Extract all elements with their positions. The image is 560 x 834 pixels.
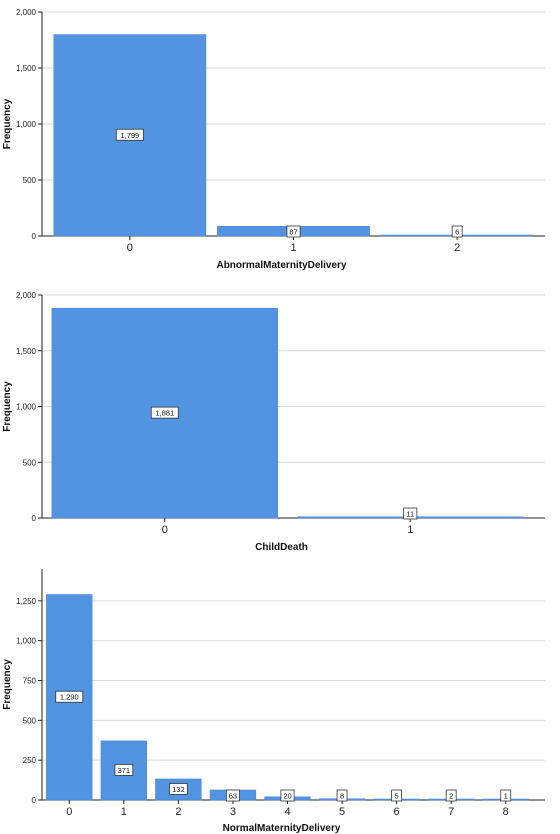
x-tick-label: 8: [503, 806, 509, 818]
y-axis-label: Frequency: [2, 659, 13, 710]
data-label: 2: [449, 792, 453, 801]
x-axis-label: AbnormalMaternityDelivery: [216, 260, 346, 271]
y-tick-label: 500: [23, 458, 37, 467]
x-tick-label: 4: [284, 806, 290, 818]
data-label-box: [280, 789, 295, 802]
x-tick-label: 0: [127, 242, 133, 254]
data-label: 11: [406, 510, 414, 519]
data-label-box: [115, 128, 144, 141]
data-label: 1,881: [155, 409, 174, 418]
x-tick-label: 7: [448, 806, 454, 818]
y-tick-label: 1,000: [16, 637, 37, 646]
x-tick-label: 1: [290, 242, 296, 254]
abnormal-maternity-delivery-chart: 0 500 1,000 1,500 2,000 Frequency 0 1,799 1 87 2 6 A…: [2, 8, 545, 271]
y-tick-label: 250: [23, 756, 37, 765]
data-label-box: [169, 783, 188, 795]
y-tick-label: 0: [32, 796, 37, 805]
data-label: 132: [172, 785, 185, 794]
y-tick-label: 500: [23, 176, 37, 185]
data-label-box: [286, 225, 301, 238]
data-label: 63: [229, 792, 237, 801]
data-label-box: [150, 406, 179, 419]
data-label: 8: [340, 792, 344, 801]
child-death-chart: 05001,0001,5002,000Frequency01,881111Chi…: [2, 291, 545, 553]
x-tick-label: 1: [121, 806, 127, 818]
x-tick-label: 3: [230, 806, 236, 818]
data-label-box: [451, 225, 463, 238]
y-tick-label: 1,250: [16, 597, 37, 606]
data-label: 1,799: [120, 131, 139, 140]
data-label: 87: [289, 228, 297, 237]
y-tick-label: 1,500: [16, 347, 37, 356]
x-tick-label: 0: [162, 524, 168, 536]
y-tick-label: 1,500: [16, 64, 37, 73]
normal-maternity-delivery-chart: 02505007501,0001,250Frequency01,29013712…: [2, 569, 545, 834]
x-tick-label: 0: [66, 806, 72, 818]
y-tick-label: 1,000: [16, 120, 37, 129]
x-tick-label: 6: [394, 806, 400, 818]
y-tick-label: 1,000: [16, 403, 37, 412]
data-label: 1: [504, 792, 508, 801]
data-label: 1,290: [60, 693, 79, 702]
y-axis-label: Frequency: [2, 98, 13, 149]
x-axis-label: ChildDeath: [255, 542, 308, 553]
data-label: 20: [283, 792, 291, 801]
y-tick-label: 2,000: [16, 291, 37, 300]
y-tick-label: 500: [23, 716, 37, 725]
x-axis-label: NormalMaternityDelivery: [223, 823, 341, 834]
y-tick-label: 0: [32, 232, 37, 241]
y-tick-label: 0: [32, 514, 37, 523]
x-tick-label: 1: [407, 524, 413, 536]
x-tick-label: 2: [454, 242, 460, 254]
data-label-box: [336, 789, 348, 802]
data-label-box: [391, 789, 403, 802]
data-label-box: [445, 789, 457, 802]
y-tick-label: 750: [23, 677, 37, 686]
data-label-box: [500, 789, 512, 802]
data-label: 6: [455, 228, 459, 237]
data-label-box: [114, 764, 134, 776]
data-label-box: [55, 690, 84, 703]
data-label: 371: [118, 766, 131, 775]
data-label-box: [403, 507, 418, 520]
y-axis-label: Frequency: [2, 381, 13, 432]
data-label-box: [225, 789, 240, 802]
x-tick-label: 5: [339, 806, 345, 818]
x-tick-label: 2: [175, 806, 181, 818]
data-label: 5: [395, 792, 399, 801]
y-tick-label: 2,000: [16, 8, 37, 17]
